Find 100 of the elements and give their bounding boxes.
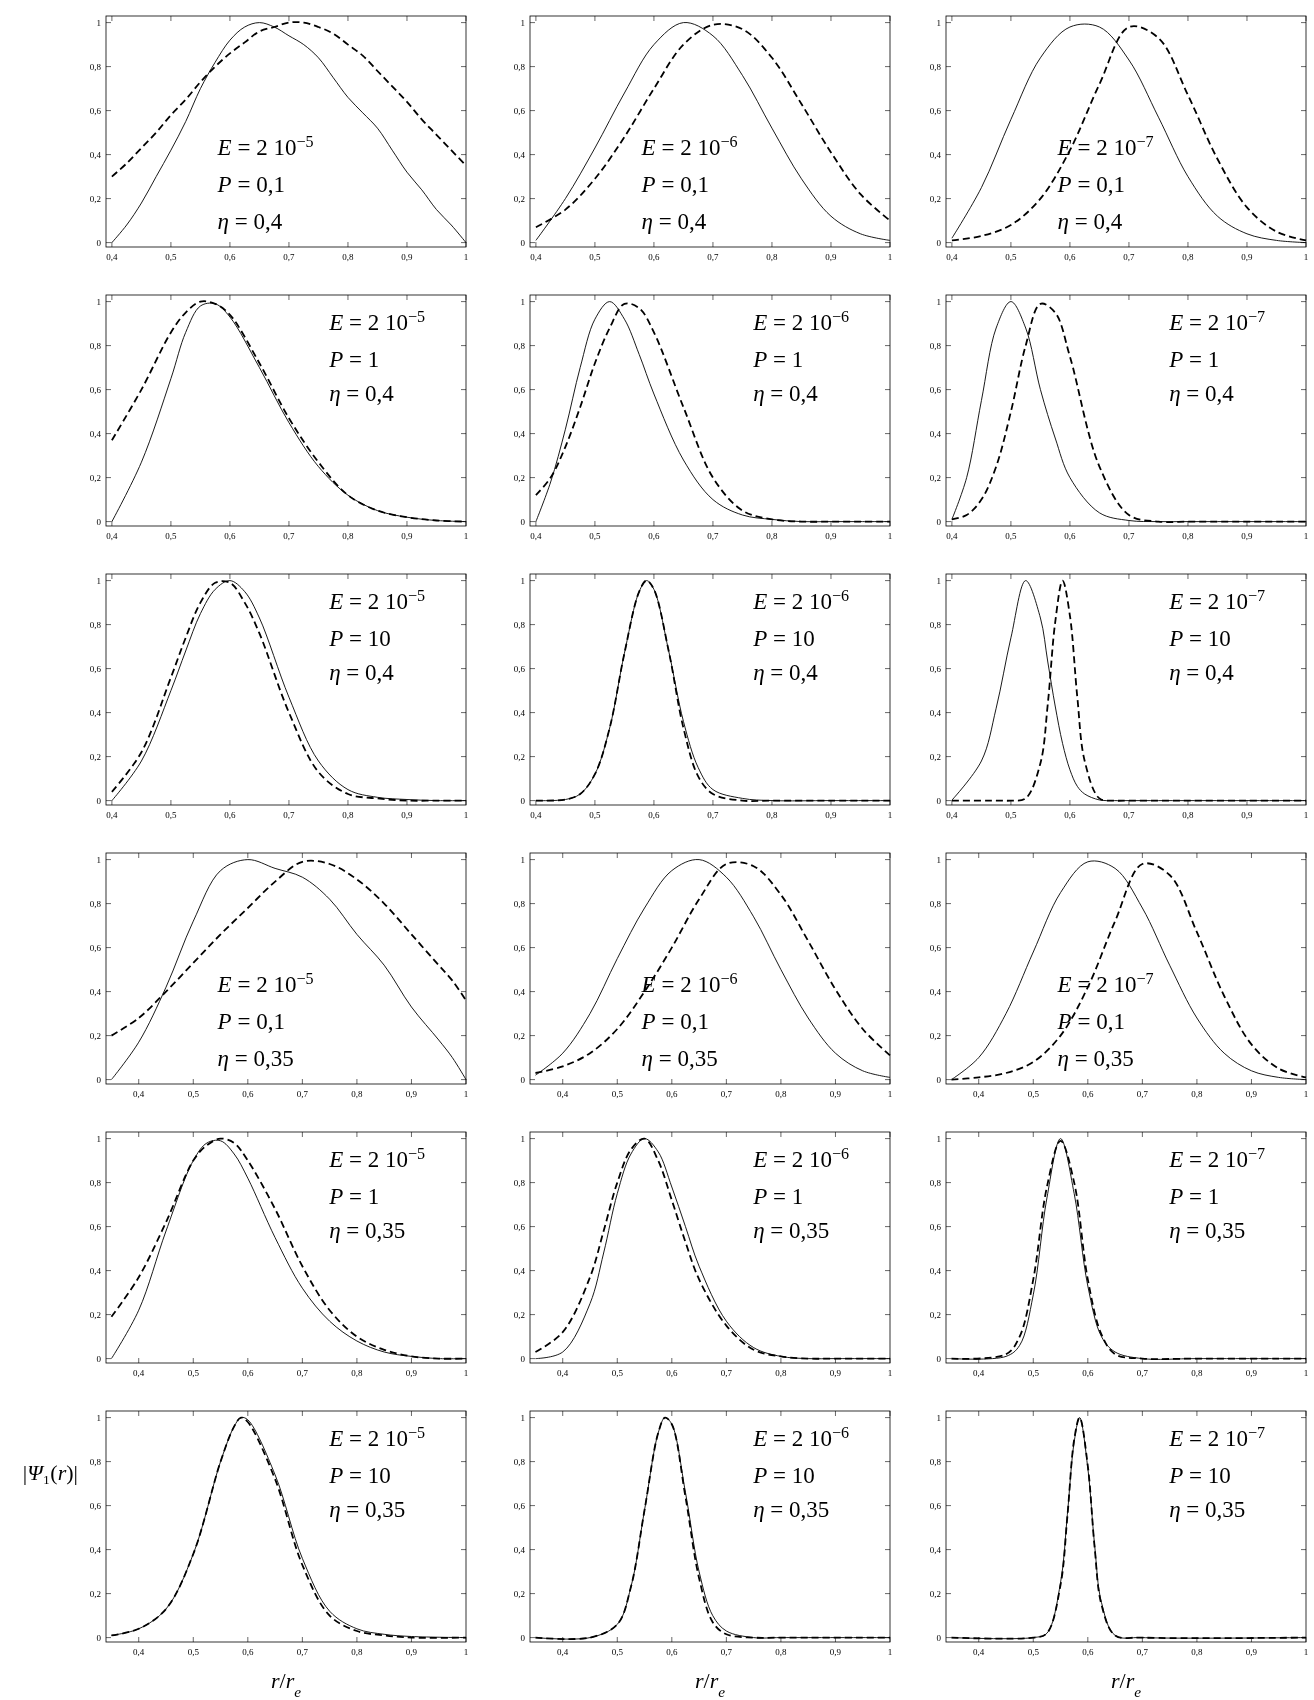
x-tick-label: 0,5 <box>611 1647 624 1657</box>
y-tick-label: 1 <box>96 1133 101 1144</box>
x-tick-label: 0,6 <box>666 1368 678 1378</box>
x-tick-label: 0,4 <box>106 531 119 541</box>
x-tick-label: 0,9 <box>1245 1647 1258 1657</box>
y-tick-label: 0,6 <box>513 663 526 674</box>
x-tick-label: 0,7 <box>1123 252 1136 262</box>
annotation: P = 10 <box>752 1462 815 1488</box>
x-tick-label: 0,4 <box>133 1647 145 1657</box>
annotation: P = 10 <box>1168 1462 1231 1488</box>
x-tick-label: 0,5 <box>1027 1089 1040 1099</box>
y-tick-label: 0,6 <box>929 1221 942 1232</box>
y-tick-label: 0,2 <box>929 193 941 204</box>
y-tick-label: 0,4 <box>89 707 102 718</box>
annotation: E = 2 10$^{−7}$ <box>1056 969 1154 997</box>
x-tick-label: 0,6 <box>224 531 237 541</box>
x-tick-label: 1 <box>463 810 469 820</box>
x-tick-label: 0,8 <box>351 1089 364 1099</box>
y-tick-label: 1 <box>936 17 941 28</box>
y-tick-label: 0 <box>520 1632 526 1643</box>
x-tick-label: 1 <box>887 810 893 820</box>
x-tick-label: 1 <box>1303 531 1309 541</box>
x-tick-label: 0,4 <box>973 1647 985 1657</box>
x-tick-label: 0,6 <box>648 810 661 820</box>
y-tick-label: 0,4 <box>89 1265 102 1276</box>
x-tick-label: 0,8 <box>766 531 779 541</box>
y-tick-label: 0,8 <box>513 898 526 909</box>
annotation: P = 10 <box>1168 625 1231 651</box>
x-tick-label: 0,6 <box>666 1647 678 1657</box>
y-tick-label: 0,2 <box>513 1309 525 1320</box>
annotation: η = 0,35 <box>1169 1218 1246 1244</box>
annotation: η = 0,4 <box>641 208 707 234</box>
y-tick-label: 0,8 <box>929 61 942 72</box>
annotation: P = 0,1 <box>1056 171 1125 197</box>
y-tick-label: 0 <box>520 237 526 248</box>
x-tick-label: 0,5 <box>165 531 178 541</box>
annotation: P = 1 <box>752 346 804 372</box>
y-tick-label: 0,6 <box>89 1500 102 1511</box>
x-tick-label: 0,7 <box>296 1089 309 1099</box>
x-tick-label: 0,7 <box>720 1368 733 1378</box>
x-tick-label: 0,4 <box>946 810 959 820</box>
y-tick-label: 0,6 <box>89 1221 102 1232</box>
annotation: P = 1 <box>328 346 380 372</box>
y-tick-label: 0,2 <box>89 193 101 204</box>
annotation: E = 2 10$^{−6}$ <box>752 586 850 614</box>
y-tick-label: 0,8 <box>513 619 526 630</box>
y-tick-label: 0,6 <box>89 942 102 953</box>
x-tick-label: 0,5 <box>1027 1647 1040 1657</box>
x-tick-label: 0,4 <box>530 531 543 541</box>
y-tick-label: 0 <box>936 1074 942 1085</box>
y-tick-label: 0,2 <box>513 472 525 483</box>
y-tick-label: 0,4 <box>513 986 526 997</box>
y-tick-label: 0,2 <box>929 1309 941 1320</box>
y-tick-label: 0,8 <box>89 898 102 909</box>
x-tick-label: 0,9 <box>1245 1089 1258 1099</box>
x-tick-label: 0,6 <box>242 1368 254 1378</box>
x-tick-label: 1 <box>1303 252 1309 262</box>
y-tick-label: 0,8 <box>929 898 942 909</box>
annotation: E = 2 10$^{−6}$ <box>752 1423 850 1451</box>
y-tick-label: 0,6 <box>929 942 942 953</box>
x-tick-label: 0,8 <box>1191 1368 1204 1378</box>
x-tick-label: 0,4 <box>133 1368 145 1378</box>
x-tick-label: 0,4 <box>133 1089 145 1099</box>
y-tick-label: 0,4 <box>513 428 526 439</box>
x-tick-label: 0,8 <box>1191 1647 1204 1657</box>
x-tick-label: 0,4 <box>557 1089 569 1099</box>
x-tick-label: 0,6 <box>648 531 661 541</box>
annotation: η = 0,35 <box>217 1045 294 1071</box>
annotation: η = 0,35 <box>329 1497 406 1523</box>
x-tick-label: 0,5 <box>589 810 602 820</box>
y-tick-label: 0,2 <box>89 1030 101 1041</box>
y-tick-label: 0 <box>520 1074 526 1085</box>
x-tick-label: 0,6 <box>1064 252 1077 262</box>
y-tick-label: 0,2 <box>929 472 941 483</box>
y-tick-label: 0,8 <box>89 1456 102 1467</box>
y-tick-label: 0,2 <box>89 1309 101 1320</box>
y-tick-label: 0,4 <box>513 1544 526 1555</box>
y-tick-label: 0,6 <box>929 663 942 674</box>
y-tick-label: 1 <box>936 296 941 307</box>
annotation: E = 2 10$^{−5}$ <box>328 1423 426 1451</box>
x-tick-label: 0,9 <box>405 1647 418 1657</box>
x-tick-label: 0,8 <box>775 1368 788 1378</box>
x-tick-label: 0,9 <box>1245 1368 1258 1378</box>
x-tick-label: 1 <box>1303 1089 1309 1099</box>
x-tick-label: 1 <box>887 1647 893 1657</box>
x-tick-label: 0,9 <box>405 1368 418 1378</box>
annotation: E = 2 10$^{−5}$ <box>216 132 314 160</box>
x-tick-label: 0,4 <box>557 1368 569 1378</box>
y-tick-label: 0,6 <box>89 663 102 674</box>
y-tick-label: 1 <box>936 854 941 865</box>
x-tick-label: 0,9 <box>825 531 838 541</box>
x-tick-label: 0,8 <box>775 1089 788 1099</box>
annotation: E = 2 10$^{−7}$ <box>1168 586 1266 614</box>
x-tick-label: 0,4 <box>106 252 119 262</box>
y-tick-label: 1 <box>520 1412 525 1423</box>
x-tick-label: 1 <box>887 252 893 262</box>
x-tick-label: 0,9 <box>825 252 838 262</box>
y-tick-label: 0,4 <box>89 986 102 997</box>
x-tick-label: 0,7 <box>720 1089 733 1099</box>
x-tick-label: 0,4 <box>557 1647 569 1657</box>
